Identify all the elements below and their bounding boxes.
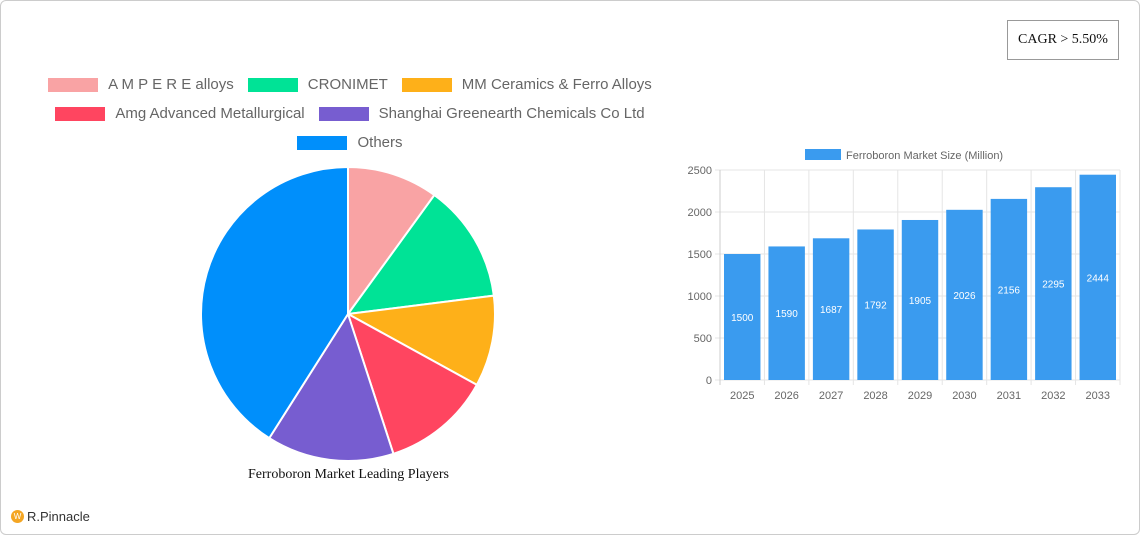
bar-data-label: 1792 xyxy=(864,301,887,312)
y-tick-label: 1000 xyxy=(688,291,712,303)
pie-title: Ferroboron Market Leading Players xyxy=(248,467,449,482)
logo: W R.Pinnacle xyxy=(11,509,90,524)
x-tick-label: 2025 xyxy=(730,390,754,402)
legend-swatch xyxy=(48,77,99,92)
bar xyxy=(990,198,1028,380)
legend-swatch xyxy=(297,135,348,150)
pie-slice xyxy=(345,193,495,316)
bar-data-label: 2156 xyxy=(998,285,1021,296)
y-tick-label: 2000 xyxy=(688,207,712,219)
legend-item[interactable]: MM Ceramics & Ferro Alloys xyxy=(401,76,652,93)
legend-item[interactable]: A M P E R E alloys xyxy=(48,76,234,93)
pie-slice xyxy=(346,311,479,456)
bar xyxy=(1079,174,1116,380)
bar-data-label: 1905 xyxy=(909,296,932,307)
legend-label: A M P E R E alloys xyxy=(108,76,234,93)
bar-legend-label: Ferroboron Market Size (Million) xyxy=(846,150,1003,162)
legend-swatch xyxy=(318,106,369,121)
legend-label: Amg Advanced Metallurgical xyxy=(115,105,305,122)
bar-data-label: 1590 xyxy=(776,309,799,320)
legend-label: Shanghai Greenearth Chemicals Co Ltd xyxy=(378,105,645,122)
x-tick-label: 2031 xyxy=(997,390,1021,402)
legend-label: MM Ceramics & Ferro Alloys xyxy=(461,76,652,93)
x-tick-label: 2027 xyxy=(819,390,843,402)
pie-slice xyxy=(347,165,436,318)
x-tick-label: 2030 xyxy=(952,390,976,402)
x-tick-label: 2032 xyxy=(1041,390,1065,402)
x-tick-label: 2028 xyxy=(863,390,887,402)
bar-data-label: 2295 xyxy=(1042,280,1065,291)
x-tick-label: 2029 xyxy=(908,390,932,402)
y-tick-label: 500 xyxy=(694,333,712,345)
y-tick-label: 2500 xyxy=(688,165,712,177)
logo-text: R.Pinnacle xyxy=(27,509,90,524)
bar xyxy=(946,209,983,380)
bar-data-label: 2444 xyxy=(1087,273,1110,284)
bar-data-label: 1687 xyxy=(820,305,843,316)
bar-data-label: 1500 xyxy=(731,313,754,324)
legend-item[interactable]: Others xyxy=(297,134,403,151)
pie-slice xyxy=(344,294,496,387)
bar xyxy=(724,254,761,380)
bar-data-label: 2026 xyxy=(953,291,976,302)
bar xyxy=(812,238,850,380)
legend-item[interactable]: Shanghai Greenearth Chemicals Co Ltd xyxy=(318,105,645,122)
logo-icon: W xyxy=(11,510,24,523)
legend-swatch xyxy=(55,106,106,121)
bar xyxy=(857,229,894,380)
legend-swatch xyxy=(401,77,452,92)
bar xyxy=(1035,187,1072,380)
cagr-badge: CAGR > 5.50% xyxy=(1007,20,1119,60)
x-tick-label: 2026 xyxy=(774,390,798,402)
legend-label: Others xyxy=(357,134,403,151)
legend-item[interactable]: CRONIMET xyxy=(247,76,388,93)
legend-swatch xyxy=(247,77,298,92)
y-tick-label: 1500 xyxy=(688,249,712,261)
legend-item[interactable]: Amg Advanced Metallurgical xyxy=(55,105,305,122)
bar xyxy=(901,219,939,380)
pie-slice xyxy=(267,311,395,462)
legend-swatch xyxy=(805,149,841,160)
x-tick-label: 2033 xyxy=(1086,390,1110,402)
legend-label: CRONIMET xyxy=(307,76,388,93)
bar xyxy=(768,246,805,380)
pie-slice xyxy=(200,165,349,440)
y-tick-label: 0 xyxy=(706,375,712,387)
